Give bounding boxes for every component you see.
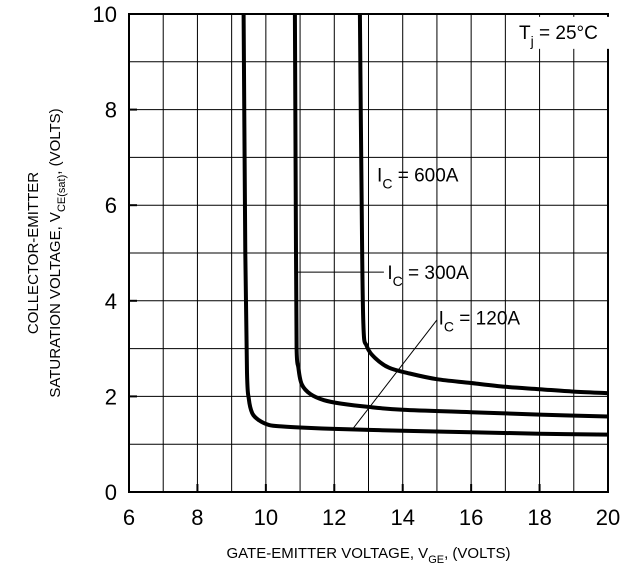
label-ic-300a-sub: C [393, 273, 403, 289]
x-tick-label: 6 [123, 505, 135, 530]
y-tick-label: 8 [105, 98, 117, 123]
x-tick-label: 14 [390, 505, 414, 530]
series-ic-600a-line [357, 13, 609, 396]
plot-frame [128, 13, 609, 493]
y-tick-labels: 0 2 4 6 8 10 [93, 2, 137, 505]
label-ic-600a-sub: C [382, 175, 392, 191]
y-axis-title-line1: COLLECTOR-EMITTER [25, 172, 42, 334]
x-tick-label: 16 [459, 505, 483, 530]
label-ic-120a-sub: C [444, 319, 454, 335]
y-tick-label: 6 [105, 193, 117, 218]
y-axis-title-line2: SATURATION VOLTAGE, VCE(sat), (VOLTS) [47, 108, 68, 397]
y-tick-label: 2 [105, 384, 117, 409]
x-tick-label: 10 [254, 505, 278, 530]
x-axis-title-sub: GE [428, 554, 444, 566]
x-tick-label: 18 [527, 505, 551, 530]
x-axis-title-suffix: , (VOLTS) [444, 545, 510, 562]
x-axis-title: GATE-EMITTER VOLTAGE, VGE, (VOLTS) [227, 545, 511, 566]
y-tick-label: 0 [105, 480, 117, 505]
grid [129, 14, 608, 492]
y-axis-title-sub: CE(sat) [56, 175, 68, 212]
condition-tj-sub: j [530, 33, 534, 49]
label-ic-600a: IC = 600A [377, 165, 459, 191]
y-tick-label: 10 [93, 2, 117, 27]
label-ic-300a-rest: = 300A [403, 263, 469, 284]
leader-ic-120a [352, 319, 438, 429]
x-tick-label: 20 [596, 505, 620, 530]
label-ic-600a-main: I [377, 165, 382, 186]
label-ic-120a: IC = 120A [439, 309, 521, 335]
series-layer [241, 13, 609, 437]
condition-bg [513, 16, 624, 49]
y-tick-label: 4 [105, 289, 117, 314]
label-ic-300a-main: I [387, 263, 392, 284]
y-axis-title-suffix: , (VOLTS) [47, 108, 64, 174]
condition-tj-rest: = 25°C [534, 23, 598, 44]
x-axis-title-main: GATE-EMITTER VOLTAGE, V [227, 545, 429, 562]
series-ic-120a-line [241, 13, 609, 437]
label-ic-300a: IC = 300A [387, 263, 469, 289]
x-tick-label: 8 [191, 505, 203, 530]
y-axis-title: COLLECTOR-EMITTER SATURATION VOLTAGE, VC… [25, 108, 68, 397]
y-axis-title-main: SATURATION VOLTAGE, V [47, 212, 64, 398]
x-tick-labels: 6 8 10 12 14 16 18 20 [123, 484, 620, 530]
label-ic-120a-main: I [439, 309, 444, 330]
condition-tj-main: T [519, 23, 531, 44]
condition-tj: Tj = 25°C [519, 23, 598, 49]
label-ic-600a-rest: = 600A [392, 165, 458, 186]
x-tick-label: 12 [322, 505, 346, 530]
series-ic-300a-line [292, 13, 609, 419]
label-ic-120a-rest: = 120A [454, 309, 520, 330]
